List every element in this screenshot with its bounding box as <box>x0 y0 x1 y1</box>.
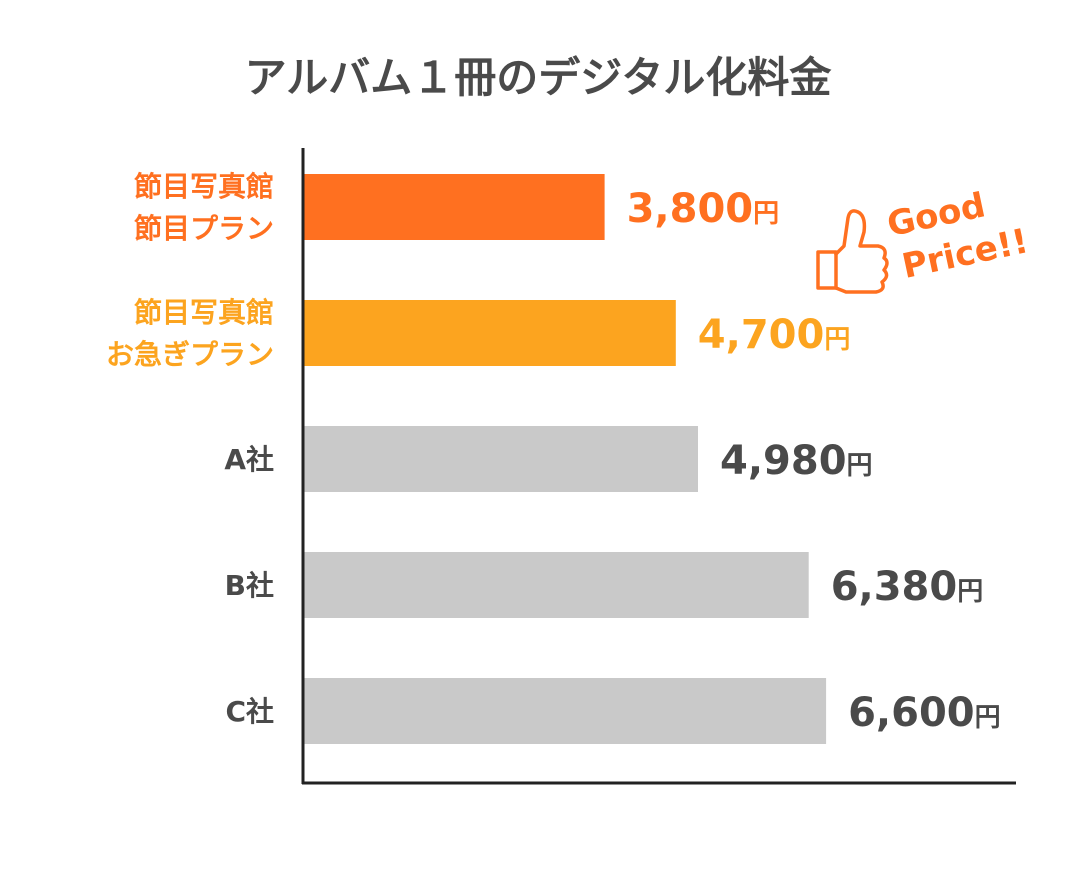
bars-group <box>304 174 827 744</box>
category-label-2: A社 <box>224 443 274 476</box>
bar-0 <box>304 174 605 240</box>
bar-2 <box>304 426 698 492</box>
value-label-0: 3,800円 <box>627 186 780 232</box>
value-unit: 円 <box>975 703 1001 733</box>
bar-4 <box>304 678 827 744</box>
thumbs-up-icon <box>816 209 889 294</box>
value-label-1: 4,700円 <box>698 312 851 358</box>
bar-3 <box>304 552 809 618</box>
value-unit: 円 <box>824 325 850 355</box>
category-label-1: 節目写真館お急ぎプラン <box>106 296 274 371</box>
value-label-4: 6,600円 <box>848 690 1001 736</box>
value-number: 4,700 <box>698 312 825 358</box>
value-unit: 円 <box>957 577 983 607</box>
category-label-line: 節目写真館 <box>134 296 274 329</box>
value-unit: 円 <box>847 451 873 481</box>
value-number: 4,980 <box>720 438 847 484</box>
category-label-line: 節目プラン <box>134 212 274 245</box>
value-number: 3,800 <box>627 186 754 232</box>
category-label-line: B社 <box>225 569 274 602</box>
category-label-line: お急ぎプラン <box>106 338 274 371</box>
good-price-badge: Good Price!! <box>816 185 1032 294</box>
value-label-2: 4,980円 <box>720 438 873 484</box>
category-label-4: C社 <box>225 695 274 728</box>
category-label-3: B社 <box>225 569 274 602</box>
category-label-line: C社 <box>225 695 274 728</box>
category-label-line: A社 <box>224 443 274 476</box>
value-label-3: 6,380円 <box>831 564 984 610</box>
category-label-0: 節目写真館節目プラン <box>134 170 274 245</box>
value-unit: 円 <box>753 199 779 229</box>
chart-title: アルバム１冊のデジタル化料金 <box>245 53 833 102</box>
bar-1 <box>304 300 676 366</box>
value-number: 6,380 <box>831 564 958 610</box>
value-number: 6,600 <box>848 690 975 736</box>
category-label-line: 節目写真館 <box>134 170 274 203</box>
